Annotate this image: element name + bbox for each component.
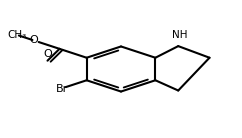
Text: O: O [43, 49, 52, 59]
Text: Br: Br [55, 84, 68, 94]
Text: CH₃: CH₃ [7, 30, 26, 40]
Text: NH: NH [172, 30, 187, 40]
Text: O: O [29, 35, 38, 45]
